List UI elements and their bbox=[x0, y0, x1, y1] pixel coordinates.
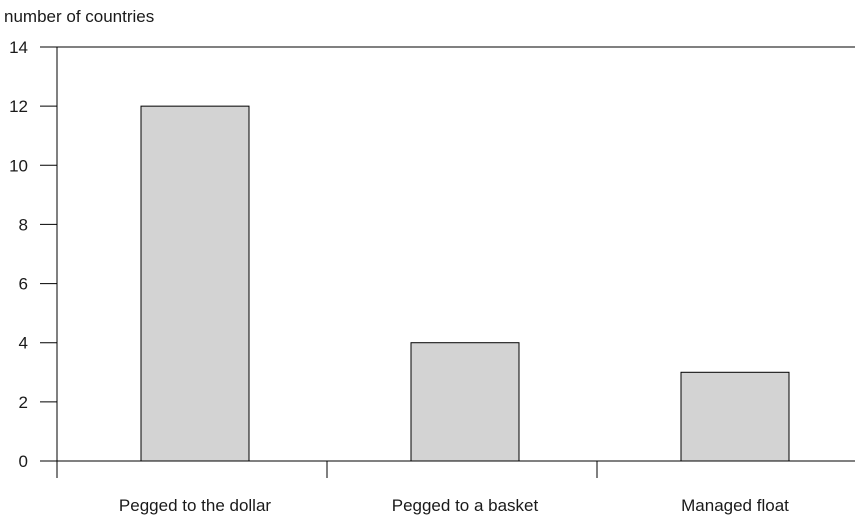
bars bbox=[140, 105, 790, 462]
bar bbox=[410, 342, 520, 462]
x-axis: Pegged to the dollar Pegged to a basket Ma… bbox=[119, 461, 789, 515]
y-tick-label: 2 bbox=[19, 393, 28, 412]
y-tick-label: 6 bbox=[19, 275, 28, 294]
bar bbox=[680, 371, 790, 462]
x-tick-label: Pegged to the dollar bbox=[119, 496, 272, 515]
y-tick-label: 14 bbox=[9, 38, 28, 57]
x-tick-label: Managed float bbox=[681, 496, 789, 515]
y-tick-label: 4 bbox=[19, 334, 28, 353]
y-axis: 0 2 4 6 8 10 12 14 bbox=[9, 38, 57, 471]
y-tick-label: 8 bbox=[19, 215, 28, 234]
bar bbox=[140, 105, 250, 462]
y-tick-label: 10 bbox=[9, 156, 28, 175]
x-tick-label: Pegged to a basket bbox=[392, 496, 539, 515]
y-axis-label: number of countries bbox=[4, 7, 154, 26]
y-tick-label: 0 bbox=[19, 452, 28, 471]
y-tick-label: 12 bbox=[9, 97, 28, 116]
